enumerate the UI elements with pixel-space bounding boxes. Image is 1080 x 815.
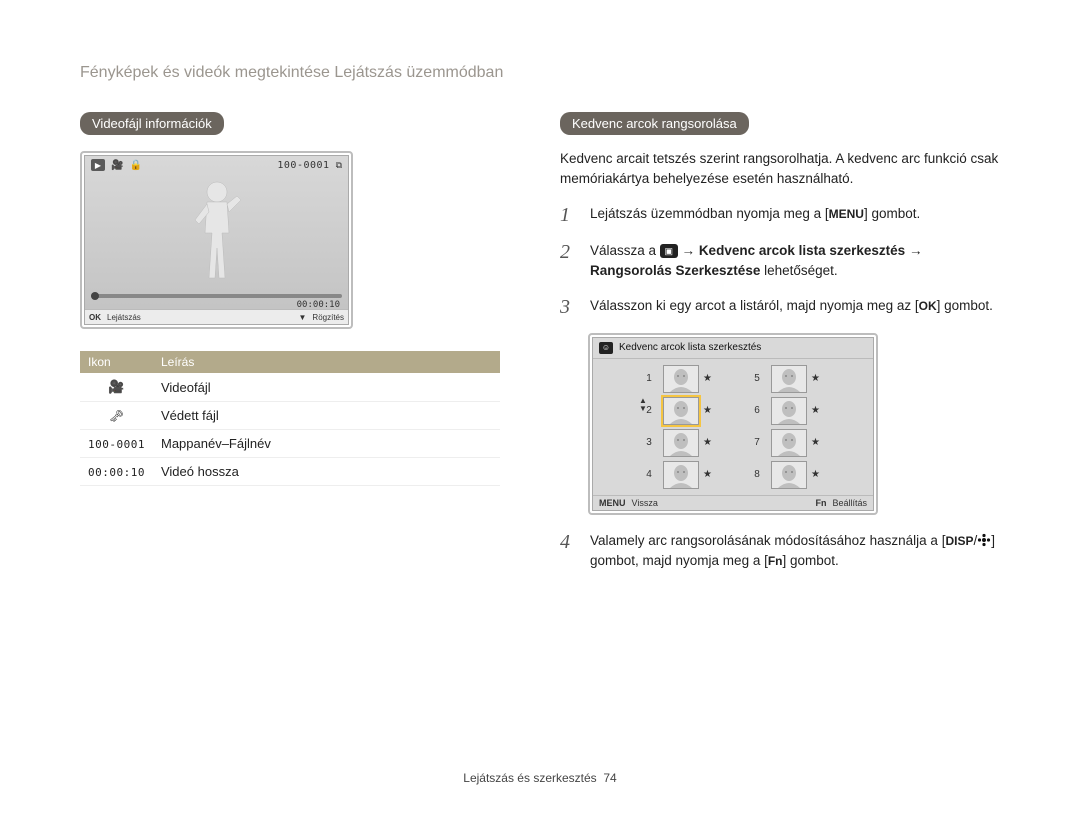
file-id-icon: 100-0001 [88, 438, 145, 451]
rank-number: 4 [641, 469, 657, 480]
table-desc-cell: Védett fájl [153, 402, 500, 430]
video-progress-bar [91, 294, 342, 298]
video-icon: 🎥 [108, 379, 124, 394]
lcd-ok-label: OK [89, 313, 101, 322]
face-lcd-back-label: Vissza [632, 498, 658, 508]
step-1-body: Lejátszás üzemmódban nyomja meg a [MENU]… [590, 204, 1000, 227]
step-2-body: Válassza a ▣ → Kedvenc arcok lista szerk… [590, 241, 1000, 282]
step-4-body: Valamely arc rangsorolásának módosításáh… [590, 531, 1000, 572]
icon-table: Ikon Leírás 🎥Videofájl🗝Védett fájl100-00… [80, 351, 500, 486]
rank-number: 5 [749, 373, 765, 384]
lcd-down-icon: ▼ [299, 313, 307, 322]
lock-icon: 🗝 [109, 409, 124, 423]
rank-number: 1 [641, 373, 657, 384]
table-icon-cell: 🎥 [80, 373, 153, 402]
table-desc-cell: Videofájl [153, 373, 500, 402]
menu-button-label: MENU [829, 205, 864, 223]
fn-button-label: Fn [768, 552, 783, 570]
rank-number: 3 [641, 437, 657, 448]
face-thumbnail [771, 461, 807, 489]
star-icon: ★ [811, 437, 825, 448]
page-footer: Lejátszás és szerkesztés 74 [0, 771, 1080, 785]
time-icon: 00:00:10 [88, 466, 145, 479]
face-lcd-set-label: Beállítás [832, 498, 867, 508]
face-lcd-menu-label: MENU [599, 498, 626, 508]
table-icon-cell: 00:00:10 [80, 458, 153, 486]
play-mode-icon: ▶ [91, 159, 105, 171]
lcd-play-label: Lejátszás [107, 313, 141, 322]
table-row: 🎥 Videofájl [80, 373, 500, 402]
face-thumbnail [771, 429, 807, 457]
star-icon: ★ [811, 405, 825, 416]
left-pill: Videofájl információk [80, 112, 224, 135]
step-number-3: 3 [560, 296, 578, 319]
face-thumbnail [771, 397, 807, 425]
face-thumbnail [663, 397, 699, 425]
face-lcd-title: Kedvenc arcok lista szerkesztés [619, 342, 761, 353]
table-row: 00:00:10 Videó hossza [80, 458, 500, 486]
right-pill: Kedvenc arcok rangsorolása [560, 112, 749, 135]
star-icon: ★ [703, 437, 717, 448]
table-desc-cell: Mappanév–Fájlnév [153, 430, 500, 458]
face-detect-icon: ☺ [599, 342, 613, 354]
playback-mode-icon: ▣ [660, 244, 678, 258]
face-ranking-screen: ☺ Kedvenc arcok lista szerkesztés 1 ★ 5 ★ 2▲… [588, 333, 878, 515]
macro-flower-icon [977, 533, 991, 547]
lcd-rec-label: Rögzítés [312, 313, 344, 322]
star-icon: ★ [811, 373, 825, 384]
table-row: 🗝 Védett fájl [80, 402, 500, 430]
video-thumbnail-figure [187, 178, 247, 288]
rank-number: 6 [749, 405, 765, 416]
face-thumbnail [663, 461, 699, 489]
step-number-1: 1 [560, 204, 578, 227]
intro-paragraph: Kedvenc arcait tetszés szerint rangsorol… [560, 149, 1000, 188]
face-thumbnail [771, 365, 807, 393]
video-file-icon: 🎥 [111, 160, 123, 171]
step-number-2: 2 [560, 241, 578, 282]
step-number-4: 4 [560, 531, 578, 572]
disp-button-label: DISP [945, 532, 973, 550]
video-preview-screen: ▶ 🎥 🔒 100-0001 ⧉ [80, 151, 353, 329]
table-head-desc: Leírás [153, 351, 500, 373]
file-id-label: 100-0001 [277, 160, 329, 171]
table-desc-cell: Videó hossza [153, 458, 500, 486]
face-lcd-fn-label: Fn [815, 498, 826, 508]
star-icon: ★ [811, 469, 825, 480]
table-icon-cell: 🗝 [80, 402, 153, 430]
star-icon: ★ [703, 469, 717, 480]
face-thumbnail [663, 429, 699, 457]
tree-icon: ⧉ [336, 160, 342, 171]
star-icon: ★ [703, 405, 717, 416]
step-3-body: Válasszon ki egy arcot a listáról, majd … [590, 296, 1000, 319]
ok-button-label: OK [919, 297, 937, 315]
table-row: 100-0001 Mappanév–Fájlnév [80, 430, 500, 458]
lock-icon: 🔒 [129, 160, 141, 171]
table-icon-cell: 100-0001 [80, 430, 153, 458]
page-header: Fényképek és videók megtekintése Lejátsz… [80, 64, 1000, 82]
star-icon: ★ [703, 373, 717, 384]
table-head-icon: Ikon [80, 351, 153, 373]
rank-number: 2▲▼ [641, 405, 657, 416]
rank-number: 7 [749, 437, 765, 448]
rank-number: 8 [749, 469, 765, 480]
face-thumbnail [663, 365, 699, 393]
